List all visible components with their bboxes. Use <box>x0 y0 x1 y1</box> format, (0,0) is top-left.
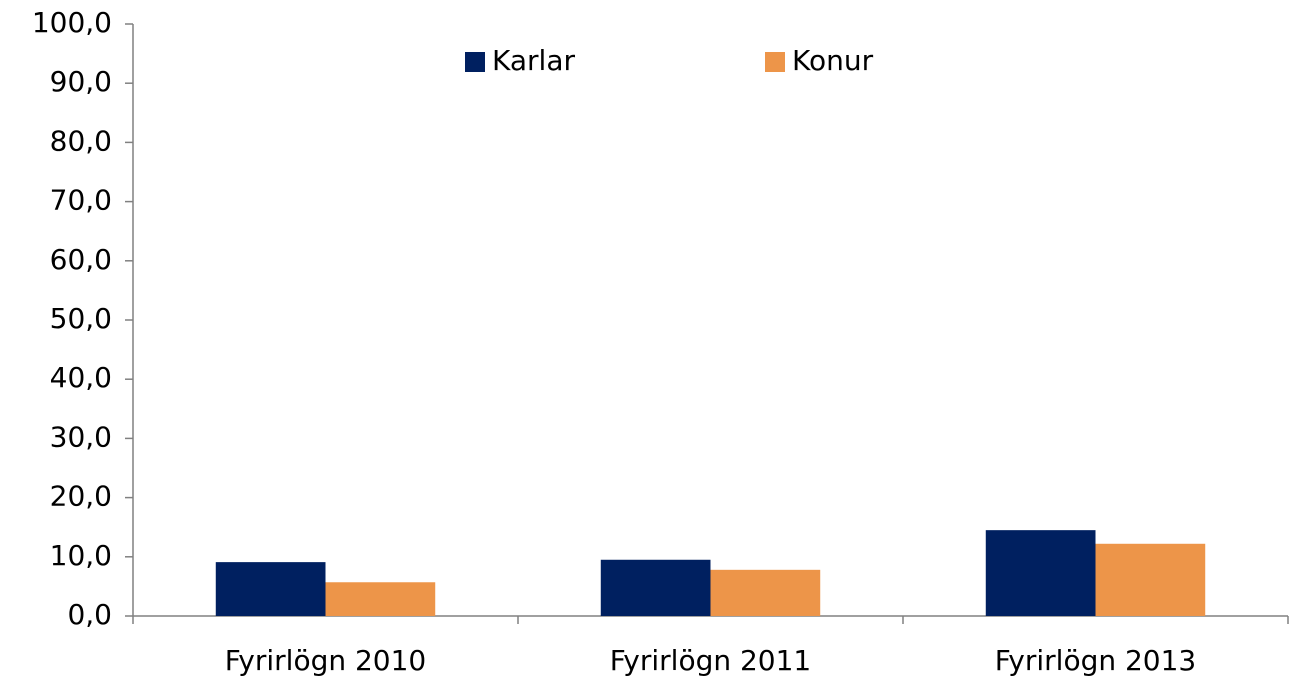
y-tick-label: 100,0 <box>32 6 112 39</box>
bar <box>985 530 1096 616</box>
y-tick-label: 40,0 <box>50 361 112 394</box>
bar <box>325 582 436 616</box>
legend-label: Konur <box>792 44 874 77</box>
bar <box>600 559 711 616</box>
legend-label: Karlar <box>492 44 575 77</box>
x-tick-label: Fyrirlögn 2010 <box>225 644 427 677</box>
y-tick-label: 90,0 <box>50 65 112 98</box>
bar <box>215 562 326 616</box>
x-tick-label: Fyrirlögn 2011 <box>610 644 812 677</box>
y-tick-label: 60,0 <box>50 243 112 276</box>
y-tick-label: 70,0 <box>50 184 112 217</box>
y-tick-label: 10,0 <box>50 539 112 572</box>
legend-swatch <box>465 52 485 72</box>
y-tick-label: 30,0 <box>50 420 112 453</box>
y-tick-label: 0,0 <box>67 598 112 631</box>
y-tick-label: 80,0 <box>50 124 112 157</box>
bar <box>1095 543 1206 616</box>
x-tick-label: Fyrirlögn 2013 <box>995 644 1197 677</box>
y-tick-label: 50,0 <box>50 302 112 335</box>
bar <box>710 569 821 616</box>
legend-swatch <box>765 52 785 72</box>
y-tick-label: 20,0 <box>50 480 112 513</box>
